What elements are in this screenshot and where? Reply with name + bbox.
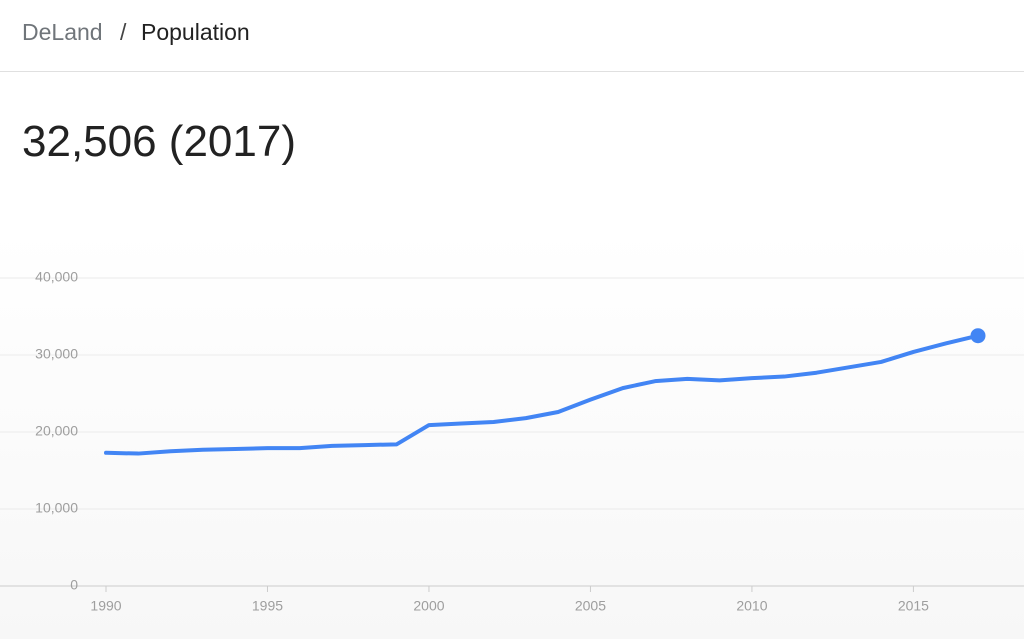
data-line [104, 333, 980, 456]
breadcrumb-separator: / [120, 19, 127, 45]
x-tick-label: 2005 [575, 598, 606, 614]
breadcrumb-topic: Population [141, 19, 250, 45]
x-tick-label: 2000 [413, 598, 444, 614]
headline: 32,506 (2017) [22, 117, 296, 166]
y-tick-label: 30,000 [35, 346, 78, 362]
y-tick-label: 20,000 [35, 423, 78, 439]
y-tick-label: 0 [70, 577, 78, 593]
x-tick-label: 2010 [736, 598, 767, 614]
chart-background [0, 230, 1024, 639]
breadcrumb: DeLand / Population [0, 0, 1024, 72]
breadcrumb-place[interactable]: DeLand [22, 19, 103, 45]
last-point [970, 328, 986, 344]
x-tick-label: 2015 [898, 598, 929, 614]
x-tick-label: 1995 [252, 598, 283, 614]
y-tick-label: 40,000 [35, 269, 78, 285]
y-tick-label: 10,000 [35, 500, 78, 516]
x-tick-label: 1990 [90, 598, 121, 614]
